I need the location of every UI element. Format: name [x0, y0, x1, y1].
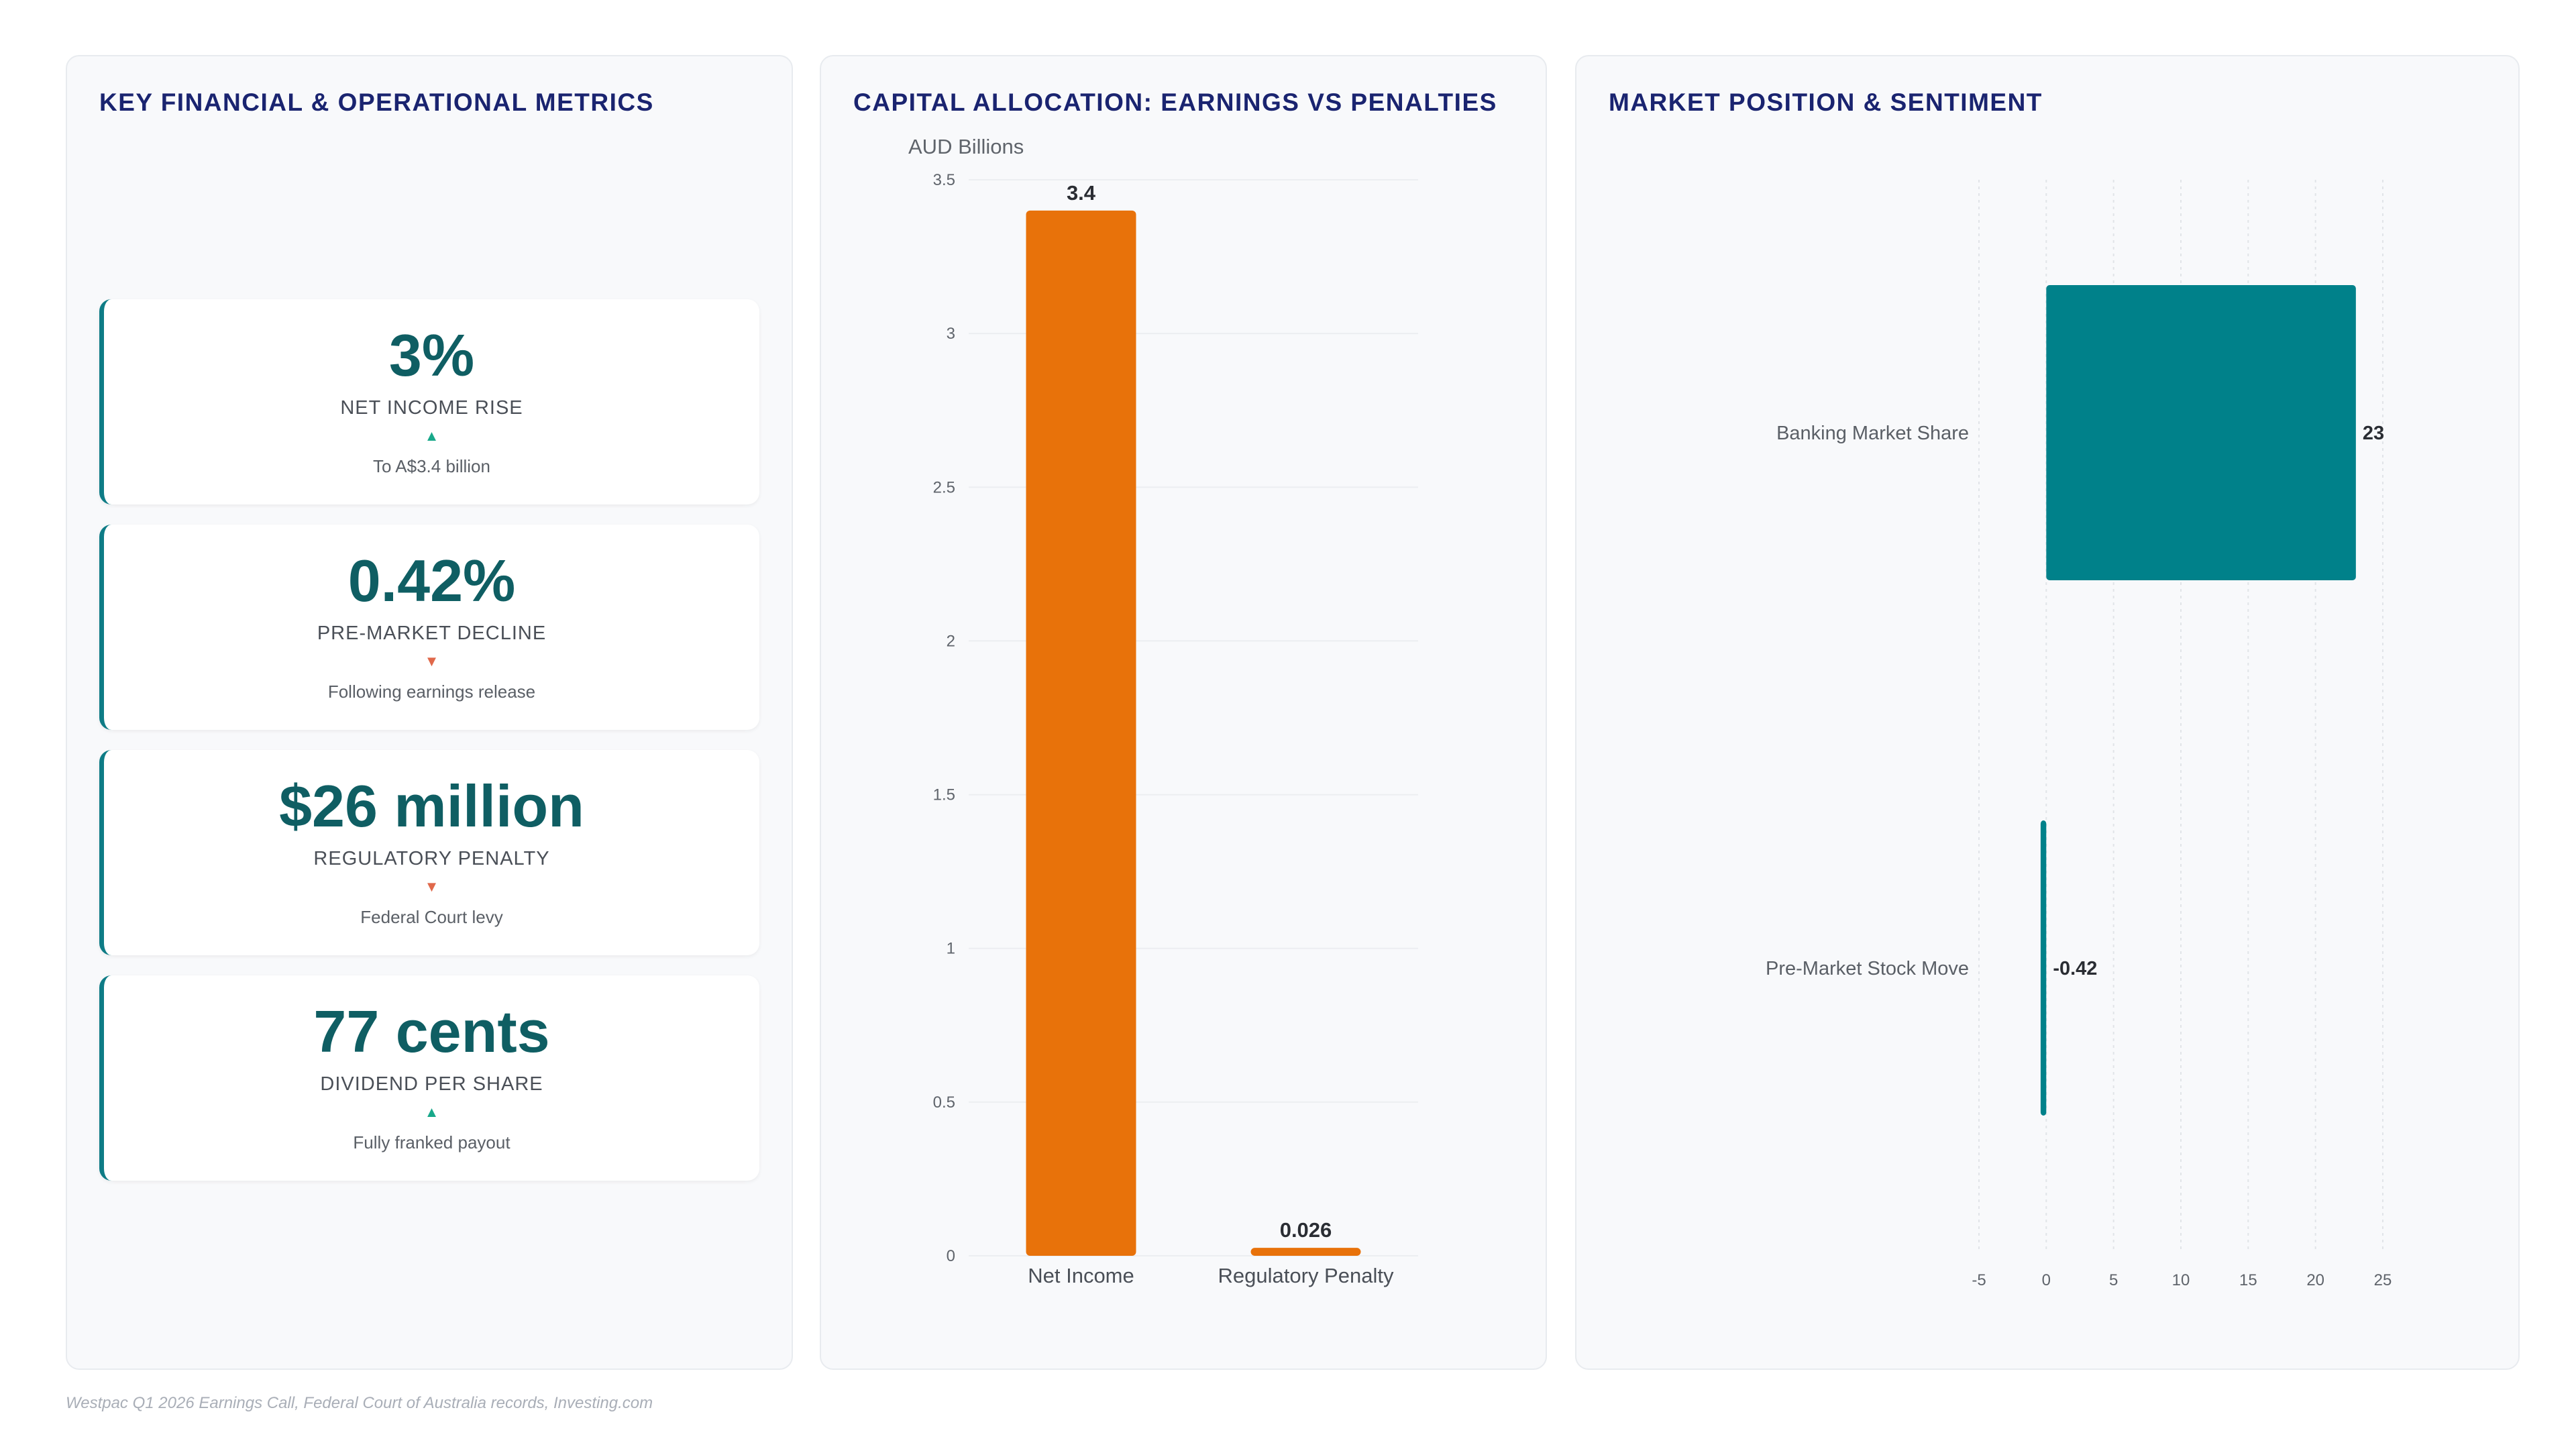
y-tick-label: 1 [947, 940, 955, 958]
metric-card-dividend: 77 cents DIVIDEND PER SHARE ▲ Fully fran… [99, 975, 759, 1181]
market-bar-chart: 23 -0.42 Banking Market Share Pre-Market S… [1766, 180, 2392, 1289]
metric-value: 3% [388, 322, 475, 388]
trend-up-icon: ▲ [424, 427, 439, 444]
y-tick-label: 2.5 [933, 478, 955, 496]
metric-subtext: To A$3.4 billion [373, 456, 490, 476]
y-tick-label: 0.5 [933, 1093, 955, 1112]
metric-label: DIVIDEND PER SHARE [320, 1073, 543, 1095]
metric-card-net-income: 3% NET INCOME RISE ▲ To A$3.4 billion [99, 299, 759, 504]
bar [1250, 1248, 1361, 1256]
x-tick-label: 25 [2374, 1271, 2392, 1289]
x-tick-label: Net Income [1028, 1264, 1134, 1287]
data-label: 3.4 [1067, 181, 1096, 205]
data-labels: 23 -0.42 [2053, 423, 2384, 979]
y-tick-label: 1.5 [933, 786, 955, 804]
data-label: 23 [2363, 423, 2384, 444]
metrics-panel: KEY FINANCIAL & OPERATIONAL METRICS 3% N… [66, 55, 793, 1370]
trend-down-icon: ▼ [424, 653, 439, 669]
metric-subtext: Fully franked payout [353, 1132, 511, 1152]
trend-up-icon: ▲ [424, 1104, 439, 1120]
category-label: Banking Market Share [1776, 423, 1969, 444]
x-tick-label: Regulatory Penalty [1218, 1264, 1394, 1287]
metric-value: $26 million [279, 773, 584, 839]
metric-value: 77 cents [313, 998, 550, 1065]
y-tick-label: 0 [947, 1247, 955, 1265]
bars [1026, 210, 1361, 1256]
bar [1026, 210, 1136, 1256]
data-label: 0.026 [1280, 1218, 1332, 1242]
metric-label: REGULATORY PENALTY [313, 848, 550, 869]
data-label: -0.42 [2053, 958, 2097, 979]
y-tick-label: 2 [947, 632, 955, 650]
x-tick-label: -5 [1972, 1271, 1986, 1289]
x-tick-label: 0 [2042, 1271, 2051, 1289]
source-note: Westpac Q1 2026 Earnings Call, Federal C… [66, 1394, 653, 1412]
x-tick-label: 10 [2172, 1271, 2190, 1289]
capital-panel-title: CAPITAL ALLOCATION: EARNINGS VS PENALTIE… [853, 89, 1497, 116]
metric-label: PRE-MARKET DECLINE [317, 623, 547, 644]
metric-subtext: Federal Court levy [360, 907, 503, 927]
x-tick-labels: Net Income Regulatory Penalty [1028, 1264, 1394, 1287]
metrics-panel-title: KEY FINANCIAL & OPERATIONAL METRICS [99, 89, 654, 116]
metric-subtext: Following earnings release [327, 682, 536, 702]
y-tick-label: 3 [947, 325, 955, 343]
y-axis-label: AUD Billions [908, 135, 1024, 158]
metric-card-pre-market: 0.42% PRE-MARKET DECLINE ▼ Following ear… [99, 525, 759, 730]
metric-value: 0.42% [347, 547, 516, 614]
bars [2040, 285, 2356, 1116]
trend-down-icon: ▼ [424, 878, 439, 895]
x-tick-labels: -5 0 5 10 15 20 25 [1972, 1271, 2392, 1289]
category-labels: Banking Market Share Pre-Market Stock Mov… [1766, 423, 1969, 979]
metric-label: NET INCOME RISE [340, 397, 523, 419]
y-tick-label: 3.5 [933, 171, 955, 189]
y-tick-labels: 0 0.5 1 1.5 2 2.5 3 3.5 [933, 171, 955, 1265]
bar [2046, 285, 2356, 580]
capital-bar-chart: AUD Billions 0 0.5 1 1.5 2 2.5 3 3.5 3.4 0.026 N… [908, 135, 1418, 1287]
capital-panel: CAPITAL ALLOCATION: EARNINGS VS PENALTIE… [820, 55, 1547, 1370]
category-label: Pre-Market Stock Move [1766, 958, 1969, 979]
data-labels: 3.4 0.026 [1067, 181, 1332, 1242]
x-tick-label: 15 [2239, 1271, 2257, 1289]
metric-card-penalty: $26 million REGULATORY PENALTY ▼ Federal… [99, 750, 759, 955]
bar [2040, 820, 2047, 1116]
x-tick-label: 5 [2109, 1271, 2118, 1289]
market-panel-title: MARKET POSITION & SENTIMENT [1609, 89, 2043, 116]
market-panel: MARKET POSITION & SENTIMENT 23 -0.42 Bank… [1575, 55, 2520, 1370]
x-tick-label: 20 [2306, 1271, 2324, 1289]
